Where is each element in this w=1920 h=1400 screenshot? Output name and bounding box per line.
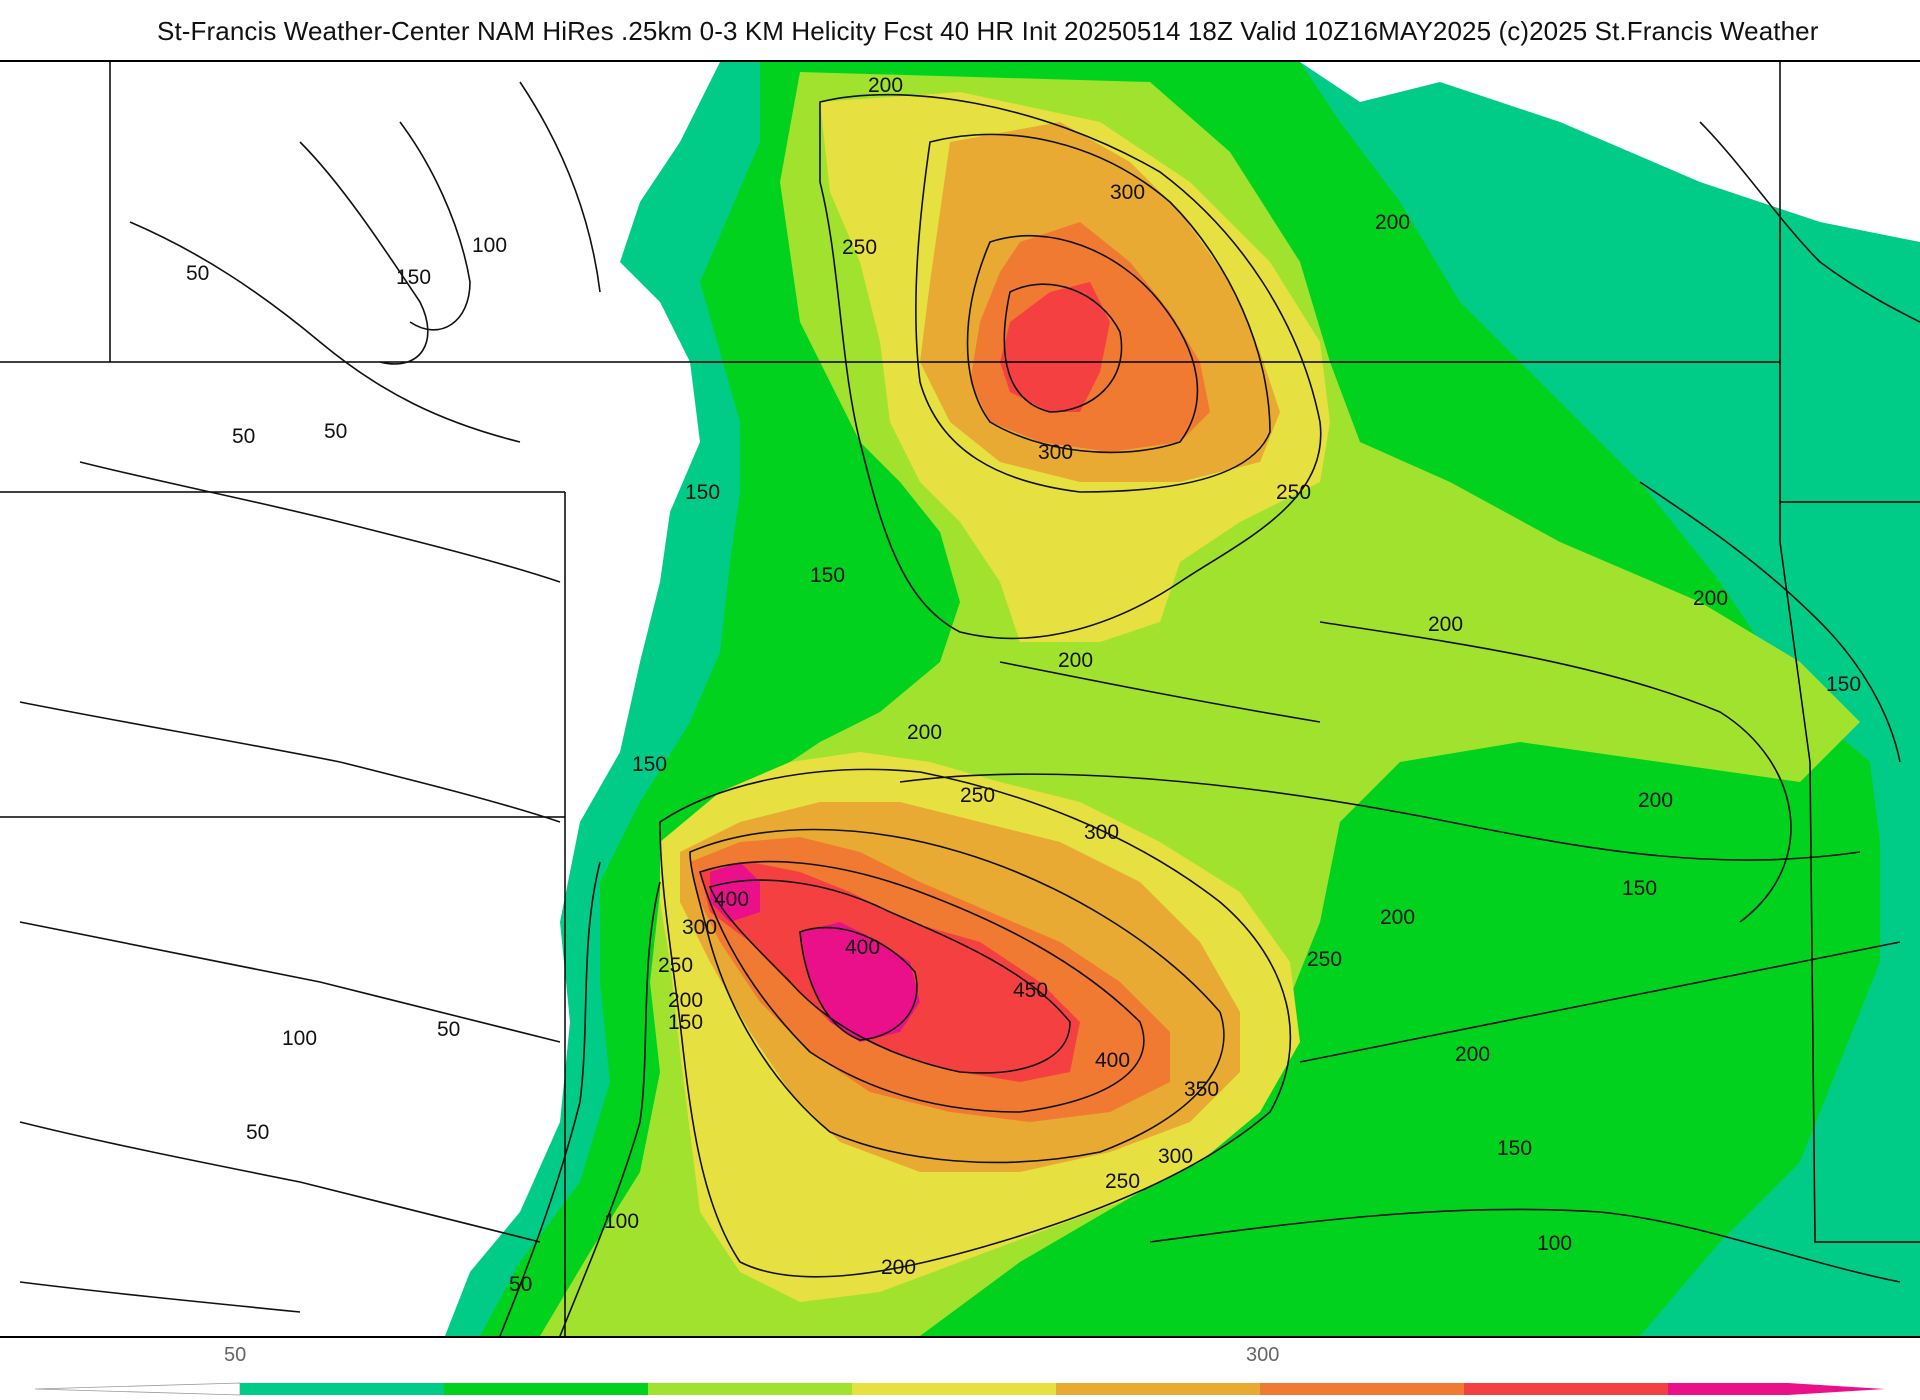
- contour-label: 50: [509, 1273, 532, 1296]
- legend-swatch: [1668, 1383, 1885, 1395]
- contour-label: 200: [1428, 613, 1463, 636]
- contour-label: 400: [1095, 1049, 1130, 1072]
- contour-line: [1003, 283, 1123, 413]
- contour-label: 250: [1276, 481, 1311, 504]
- helicity-contours: [19, 81, 1920, 1336]
- legend-swatch: [648, 1383, 852, 1395]
- contour-line: [708, 879, 1071, 1074]
- contour-label: 150: [1497, 1137, 1532, 1160]
- contour-line: [689, 828, 1225, 1164]
- contour-line: [559, 881, 661, 1336]
- map-canvas: 200 300 200 250 100 150 50 300 250 150 5…: [0, 62, 1920, 1336]
- contour-label: 350: [1184, 1078, 1219, 1101]
- contour-label: 200: [881, 1256, 916, 1279]
- contour-label: 150: [396, 266, 431, 289]
- contour-label: 150: [1622, 877, 1657, 900]
- contour-label: 400: [845, 936, 880, 959]
- contour-label: 150: [685, 481, 720, 504]
- contour-label: 100: [282, 1027, 317, 1050]
- legend-swatch: [240, 1383, 444, 1395]
- contour-line: [819, 93, 1322, 640]
- legend-tick-label: 300: [1246, 1344, 1280, 1366]
- contour-line: [899, 773, 1861, 861]
- legend-swatch: [1260, 1383, 1464, 1395]
- shade-400-a: [800, 922, 920, 1042]
- contour-label: 250: [1307, 948, 1342, 971]
- color-legend: 50 300: [0, 1340, 1920, 1400]
- contour-line: [519, 81, 601, 293]
- contour-label: 250: [1105, 1170, 1140, 1193]
- contour-label: 200: [907, 721, 942, 744]
- border-line: [1779, 541, 1920, 1243]
- contour-label: 250: [960, 784, 995, 807]
- contour-label: 300: [1110, 181, 1145, 204]
- contour-label: 450: [1013, 979, 1048, 1002]
- contour-line: [299, 141, 429, 365]
- contour-label: 50: [437, 1018, 460, 1041]
- contour-label: 300: [1038, 441, 1073, 464]
- contour-label: 150: [668, 1011, 703, 1034]
- contour-line: [19, 921, 561, 1043]
- contour-line: [129, 221, 521, 443]
- contour-line: [1699, 121, 1920, 323]
- contour-label: 250: [658, 954, 693, 977]
- legend-swatch: [1464, 1383, 1668, 1395]
- contour-line: [999, 661, 1321, 723]
- contour-label: 200: [1638, 789, 1673, 812]
- contour-label: 100: [472, 234, 507, 257]
- contour-line: [915, 133, 1271, 493]
- contour-label: 150: [632, 753, 667, 776]
- state-borders: [0, 62, 1920, 1336]
- legend-colorbar: [34, 1382, 1885, 1396]
- shade-400-b: [710, 862, 760, 922]
- helicity-shading: [445, 62, 1920, 1336]
- contour-label: 200: [1058, 649, 1093, 672]
- map-title: St-Francis Weather-Center NAM HiRes .25k…: [157, 16, 1819, 46]
- contour-line: [399, 121, 471, 331]
- legend-swatch: [444, 1383, 648, 1395]
- contour-line: [1299, 941, 1901, 1063]
- contour-line: [966, 234, 1199, 454]
- contour-line: [799, 926, 918, 1041]
- contour-label: 50: [324, 420, 347, 443]
- legend-tick-label: 50: [224, 1344, 247, 1366]
- contour-line: [19, 1121, 541, 1243]
- contour-label: 150: [810, 564, 845, 587]
- contour-line: [699, 860, 1145, 1113]
- contour-labels: 200 300 200 250 100 150 50 300 250 150 5…: [186, 74, 1861, 1296]
- contour-line: [659, 768, 1292, 1278]
- contour-line: [499, 861, 601, 1336]
- contour-label: 300: [1084, 821, 1119, 844]
- contour-label: 200: [1455, 1043, 1490, 1066]
- contour-line: [1639, 481, 1901, 763]
- legend-swatch: [1056, 1383, 1260, 1395]
- contour-label: 250: [842, 236, 877, 259]
- contour-label: 100: [1537, 1232, 1572, 1255]
- contour-label: 200: [668, 989, 703, 1012]
- contour-line: [19, 701, 561, 823]
- contour-label: 100: [604, 1210, 639, 1233]
- contour-line: [79, 461, 561, 583]
- contour-label: 200: [868, 74, 903, 97]
- title-bar: St-Francis Weather-Center NAM HiRes .25k…: [0, 0, 1920, 60]
- legend-cap-low: [34, 1382, 241, 1396]
- legend-swatch: [852, 1383, 1056, 1395]
- contour-label: 50: [186, 262, 209, 285]
- contour-label: 400: [714, 888, 749, 911]
- contour-label: 300: [1158, 1145, 1193, 1168]
- contour-label: 50: [246, 1121, 269, 1144]
- contour-line: [19, 1281, 301, 1313]
- contour-label: 300: [682, 916, 717, 939]
- contour-label: 50: [232, 425, 255, 448]
- contour-label: 150: [1826, 673, 1861, 696]
- contour-line: [1319, 621, 1792, 923]
- shade-350-north: [1000, 282, 1110, 412]
- contour-label: 200: [1375, 211, 1410, 234]
- contour-line: [1149, 1208, 1901, 1283]
- helicity-map: 200 300 200 250 100 150 50 300 250 150 5…: [0, 60, 1920, 1338]
- contour-label: 200: [1693, 587, 1728, 610]
- contour-label: 200: [1380, 906, 1415, 929]
